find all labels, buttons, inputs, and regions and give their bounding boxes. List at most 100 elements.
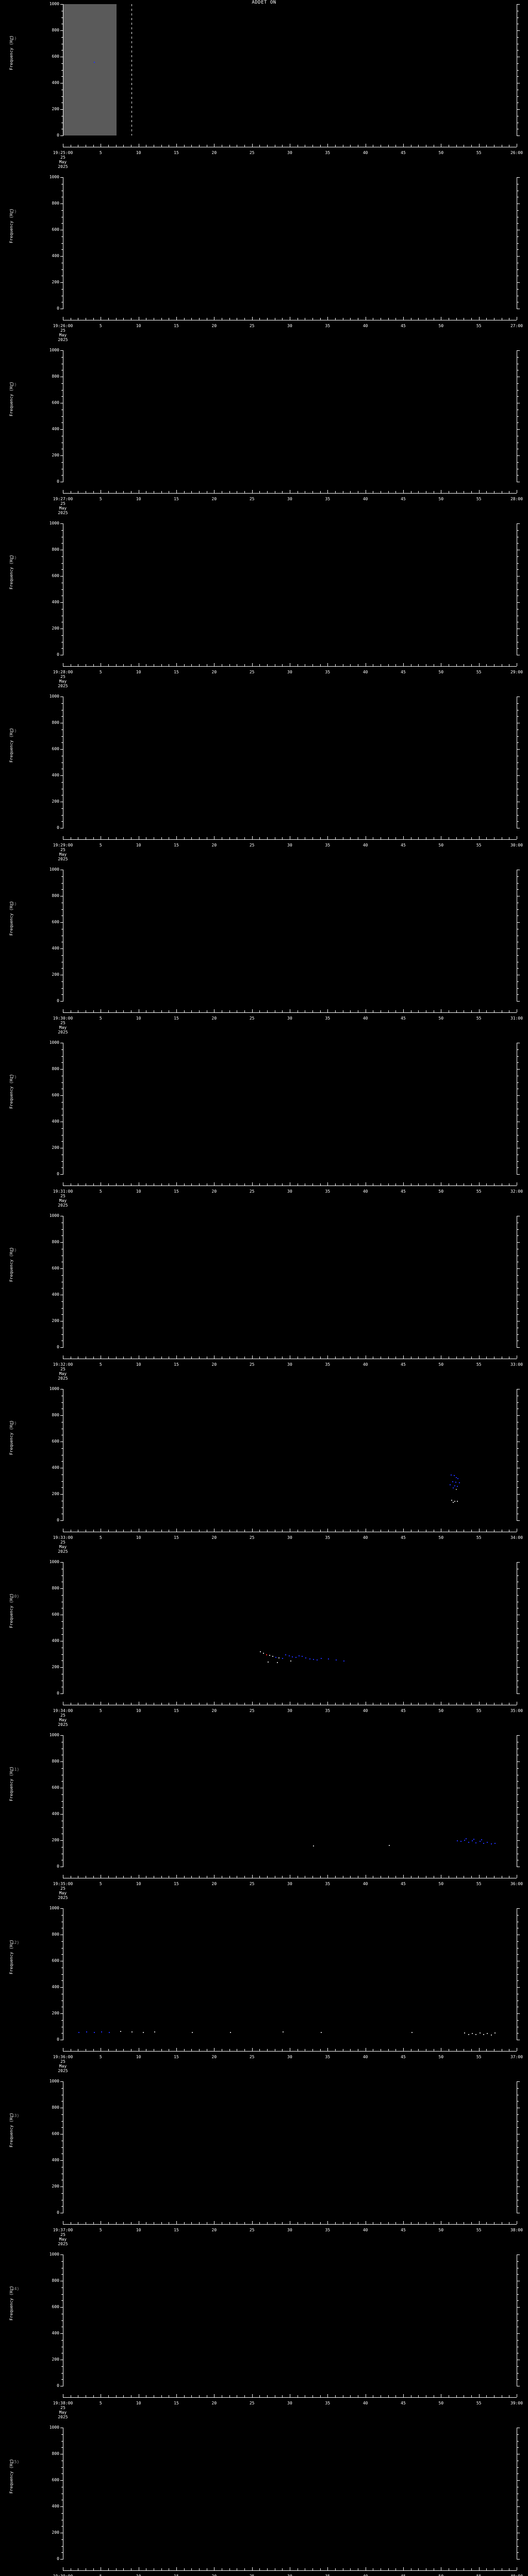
x-tick (478, 2048, 480, 2051)
y-tick (60, 576, 63, 577)
x-tick-label: 40 (362, 670, 368, 674)
y-tick-label: 0 (57, 1691, 59, 1696)
x-tick (199, 1357, 200, 1359)
y-tick-right (517, 2539, 519, 2540)
x-tick-label: 35 (325, 670, 331, 674)
y-tick-right (517, 2114, 519, 2115)
y-tick (60, 1908, 63, 1909)
y-tick-right (517, 2274, 519, 2275)
x-tick (123, 2049, 124, 2051)
y-tick-label: 600 (52, 920, 59, 924)
y-tick-right (517, 1941, 519, 1942)
x-tick-label: 50 (438, 497, 444, 501)
x-tick (282, 318, 283, 320)
panel-number: (5) (9, 728, 17, 733)
y-tick-right (517, 2526, 519, 2527)
x-tick (176, 1009, 177, 1012)
x-tick-label: 5 (99, 1882, 102, 1886)
y-tick-right (517, 523, 520, 524)
x-tick-label: 20 (211, 150, 217, 155)
y-tick (60, 1347, 63, 1348)
y-tick-label: 0 (57, 1345, 59, 1349)
y-tick (61, 1062, 63, 1063)
x-tick (486, 1183, 487, 1185)
x-tick-label: 45 (401, 497, 406, 501)
x-tick (388, 145, 389, 147)
y-tick (60, 2480, 63, 2481)
x-tick (191, 2568, 192, 2570)
x-tick-label: 55 (476, 497, 482, 501)
y-tick (61, 955, 63, 956)
x-tick-label: 55 (476, 1016, 482, 1021)
x-tick-label: 40 (362, 1535, 368, 1540)
x-tick (403, 1182, 404, 1185)
y-tick-right (517, 569, 519, 570)
x-tick-label: 20 (211, 2228, 217, 2232)
y-tick-right (517, 37, 519, 38)
y-tick-right (517, 2287, 519, 2288)
y-tick (61, 422, 63, 423)
y-tick-label: 400 (52, 1465, 59, 1470)
x-tick (282, 837, 283, 839)
x-tick-label: 50 (438, 1535, 444, 1540)
y-tick-right (517, 1621, 519, 1622)
y-tick-right (517, 648, 519, 649)
data-point (302, 1656, 303, 1657)
y-tick-right (517, 1908, 520, 1909)
data-point (456, 1501, 458, 1502)
y-tick (60, 1494, 63, 1495)
x-tick (456, 1010, 457, 1012)
y-tick-label: 0 (57, 1518, 59, 1522)
y-tick (61, 2552, 63, 2553)
y-tick (61, 2206, 63, 2207)
x-tick-label: 45 (401, 2228, 406, 2232)
y-tick-right (517, 1174, 520, 1175)
y-tick (60, 177, 63, 178)
x-tick (327, 144, 328, 147)
x-tick (184, 1876, 185, 1878)
x-tick (456, 1530, 457, 1532)
data-point (456, 1486, 458, 1487)
x-tick (93, 1010, 94, 1012)
x-tick (335, 837, 336, 839)
x-tick-label: 50 (438, 1882, 444, 1886)
data-point (388, 1844, 390, 1846)
x-tick (350, 1876, 351, 1878)
x-tick (199, 2049, 200, 2051)
x-tick (116, 1703, 117, 1705)
y-tick-label: 800 (52, 1932, 59, 1937)
x-tick (403, 836, 404, 839)
y-tick-right (517, 2513, 519, 2514)
y-tick (61, 2366, 63, 2367)
data-point (313, 1845, 314, 1847)
plot-panel: 0 200 400 600 800 1000 Frequency (Hz) (11) 19:35… (9, 1733, 523, 1901)
data-point (487, 2033, 488, 2035)
y-tick (61, 2320, 63, 2321)
x-tick-label: 35 (325, 843, 331, 848)
x-tick (471, 2568, 472, 2570)
y-tick-right (517, 2473, 519, 2475)
y-tick (61, 1914, 63, 1916)
x-tick (123, 837, 124, 839)
y-tick-right (517, 109, 520, 110)
y-tick (60, 1735, 63, 1736)
x-tick (312, 1703, 313, 1705)
x-tick-label: 35 (325, 1362, 331, 1367)
x-tick (478, 1875, 480, 1878)
x-tick (282, 664, 283, 666)
y-tick (61, 1628, 63, 1629)
x-tick-label: 35 (325, 497, 331, 501)
x-tick-label: 5 (99, 150, 102, 155)
plot-area: 0 200 400 600 800 1000 (50, 2426, 520, 2561)
x-tick (259, 1010, 260, 1012)
x-tick (229, 1183, 230, 1185)
x-tick (395, 2568, 397, 2570)
x-tick-label: 10 (136, 2401, 141, 2405)
y-tick (61, 968, 63, 969)
x-tick-label: 15 (174, 324, 179, 328)
x-tick (176, 663, 177, 666)
x-tick (176, 2567, 177, 2570)
x-tick (259, 1703, 260, 1705)
y-tick (60, 1520, 63, 1521)
x-tick (108, 1530, 109, 1532)
